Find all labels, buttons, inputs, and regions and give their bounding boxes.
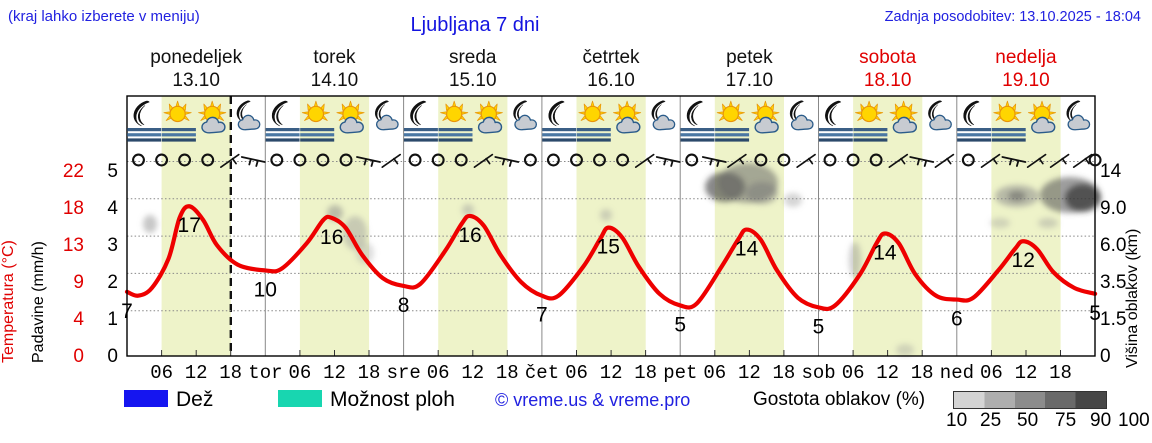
svg-text:8: 8 (398, 294, 410, 317)
svg-text:17: 17 (178, 214, 201, 237)
svg-text:15: 15 (597, 236, 620, 259)
svg-text:5: 5 (813, 315, 825, 338)
svg-text:10: 10 (254, 278, 277, 301)
svg-text:16: 16 (320, 226, 343, 249)
svg-text:7: 7 (536, 304, 548, 327)
svg-text:14: 14 (873, 242, 897, 265)
svg-text:5: 5 (674, 313, 686, 336)
svg-text:6: 6 (951, 308, 963, 331)
svg-text:12: 12 (1012, 249, 1035, 272)
svg-text:14: 14 (735, 238, 759, 261)
svg-text:16: 16 (458, 224, 481, 247)
